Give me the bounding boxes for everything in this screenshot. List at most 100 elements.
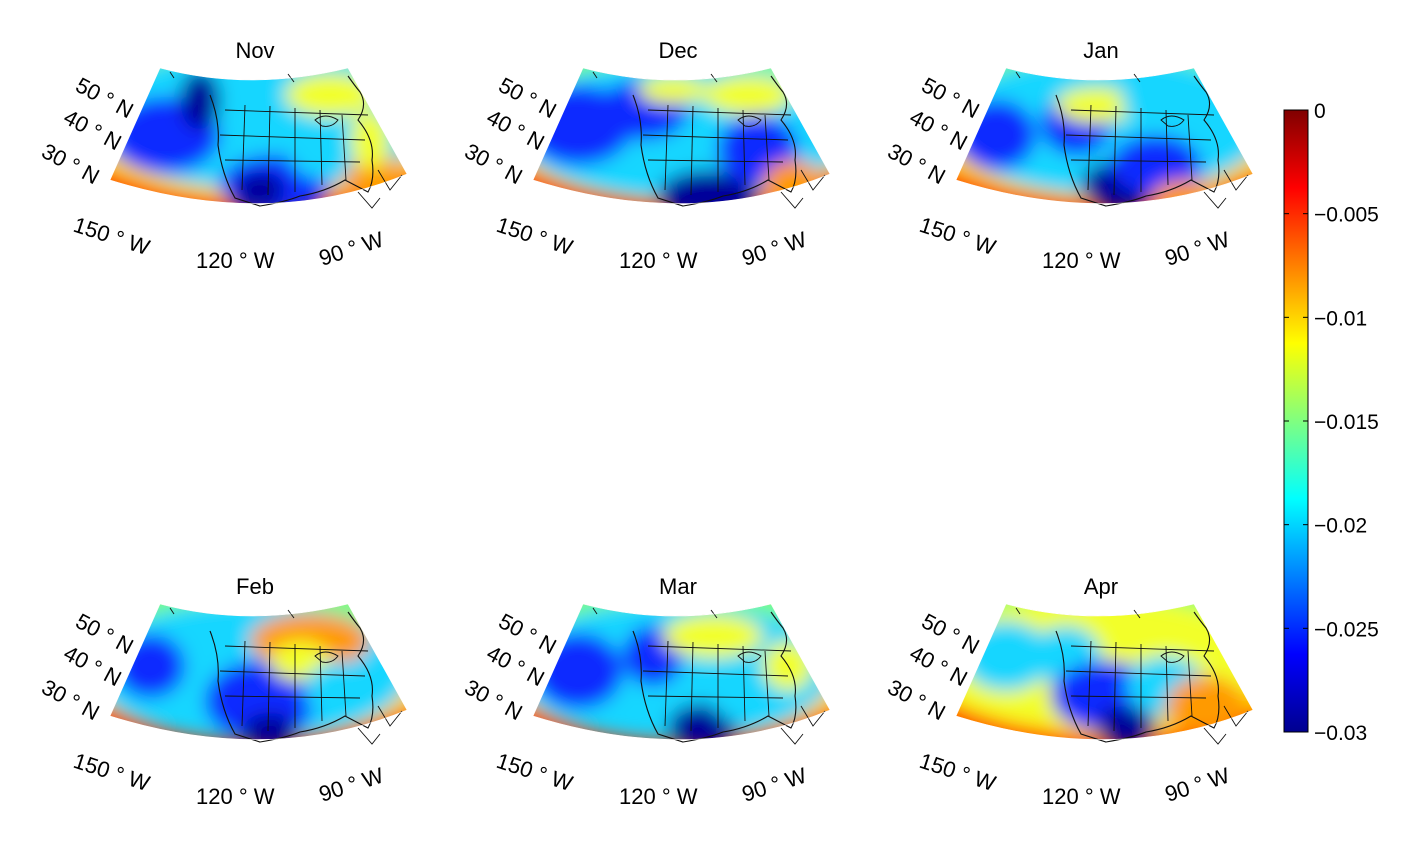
state-border: [1160, 115, 1185, 127]
map-frame: [109, 603, 408, 740]
lat-label-30: 30 ° N: [461, 674, 527, 725]
map-frame: [955, 603, 1254, 740]
lat-label-30: 30 ° N: [38, 674, 104, 725]
colorbar-tick-label: −0.03: [1314, 722, 1367, 745]
state-border: [224, 645, 369, 652]
lon-label-90: 90 ° W: [739, 762, 810, 806]
state-border: [357, 727, 381, 745]
state-border: [1160, 651, 1185, 663]
state-border: [737, 115, 762, 127]
state-border: [341, 114, 347, 181]
lon-label-90: 90 ° W: [1162, 762, 1233, 806]
coastline: [209, 75, 374, 207]
map-field: [533, 68, 830, 204]
field-blob: [305, 661, 375, 721]
lon-label-120: 120 ° W: [619, 248, 698, 273]
state-border: [241, 640, 246, 727]
map-panel-dec: Dec 50 ° N 40 ° N 30 ° N 150 ° W 120 ° W…: [461, 38, 831, 273]
state-border: [314, 651, 339, 663]
lon-label-120: 120 ° W: [1042, 248, 1121, 273]
field-blob: [638, 76, 708, 104]
map-frame: [532, 67, 831, 204]
field-blob: [703, 75, 793, 115]
state-border: [1223, 169, 1249, 191]
panel-title: Jan: [1083, 38, 1118, 63]
lon-label-120: 120 ° W: [1042, 784, 1121, 809]
state-border: [1015, 607, 1021, 615]
state-border: [800, 705, 826, 727]
state-border: [764, 650, 770, 717]
map-field: [110, 68, 407, 204]
lat-label-30: 30 ° N: [884, 674, 950, 725]
state-border: [737, 651, 762, 663]
map-frame: [955, 67, 1254, 204]
state-border: [647, 109, 792, 116]
state-border: [224, 695, 361, 699]
colorbar-tick-label: −0.02: [1314, 515, 1367, 538]
coastline: [632, 611, 797, 743]
lat-label-30: 30 ° N: [38, 138, 104, 189]
state-border: [1203, 191, 1227, 209]
panel-title: Mar: [659, 574, 697, 599]
colorbar-tick-label: −0.01: [1314, 307, 1367, 330]
panel-title: Dec: [658, 38, 697, 63]
panel-title: Nov: [235, 38, 274, 63]
lon-label-150: 150 ° W: [70, 212, 153, 260]
state-border: [690, 641, 694, 732]
map-field: [110, 604, 407, 740]
state-border: [357, 191, 381, 209]
state-border: [319, 109, 323, 186]
state-border: [592, 607, 598, 615]
state-border: [1087, 104, 1092, 191]
lat-label-30: 30 ° N: [461, 138, 527, 189]
map-panel-feb: Feb 50 ° N 40 ° N 30 ° N 150 ° W 120 ° W…: [38, 574, 408, 809]
state-border: [1187, 114, 1193, 181]
state-border: [1113, 641, 1117, 732]
state-border: [1070, 109, 1215, 116]
state-border: [780, 191, 804, 209]
state-border: [1187, 650, 1193, 717]
lon-label-150: 150 ° W: [493, 748, 576, 796]
field-blob: [285, 73, 375, 117]
state-border: [1203, 727, 1227, 745]
lon-label-90: 90 ° W: [1162, 226, 1233, 270]
state-border: [1165, 109, 1169, 186]
state-border: [1113, 105, 1117, 196]
coastline-and-borders: [955, 603, 1254, 745]
lon-label-120: 120 ° W: [196, 248, 275, 273]
state-border: [1165, 645, 1169, 722]
lat-label-30: 30 ° N: [884, 138, 950, 189]
state-border: [664, 104, 669, 191]
map-panel-nov: Nov 50 ° N 40 ° N 30 ° N 150 ° W 120 ° W…: [38, 38, 408, 273]
colorbar-tick-label: 0: [1314, 100, 1326, 123]
state-border: [267, 641, 271, 732]
coastline-and-borders: [532, 603, 831, 745]
coastline-and-borders: [109, 603, 408, 745]
state-border: [647, 159, 784, 163]
colorbar-ticks: 0 −0.005 −0.01 −0.015 −0.02 −0.025 −0.03: [1284, 100, 1379, 745]
field-blob: [242, 713, 298, 740]
map-panel-mar: Mar 50 ° N 40 ° N 30 ° N 150 ° W 120 ° W…: [461, 574, 831, 809]
lon-label-150: 150 ° W: [493, 212, 576, 260]
map-panel-jan: Jan 50 ° N 40 ° N 30 ° N 150 ° W 120 ° W…: [884, 38, 1254, 273]
map-field: [533, 604, 830, 740]
map-panel-apr: Apr 50 ° N 40 ° N 30 ° N 150 ° W 120 ° W…: [884, 574, 1254, 809]
state-border: [341, 650, 347, 717]
state-border: [742, 645, 746, 722]
state-border: [647, 645, 792, 652]
colorbar: 0 −0.005 −0.01 −0.015 −0.02 −0.025 −0.03: [1283, 100, 1379, 745]
state-border: [267, 105, 271, 196]
colorbar-tick-label: −0.025: [1314, 618, 1379, 641]
lon-label-150: 150 ° W: [70, 748, 153, 796]
state-border: [1015, 71, 1021, 79]
state-border: [169, 607, 175, 615]
state-border: [241, 104, 246, 191]
lon-label-90: 90 ° W: [316, 762, 387, 806]
field-blob: [763, 160, 823, 204]
lon-label-150: 150 ° W: [916, 748, 999, 796]
map-field: [956, 68, 1253, 204]
state-border: [1070, 159, 1207, 163]
state-border: [664, 640, 669, 727]
field-blob: [663, 614, 763, 658]
